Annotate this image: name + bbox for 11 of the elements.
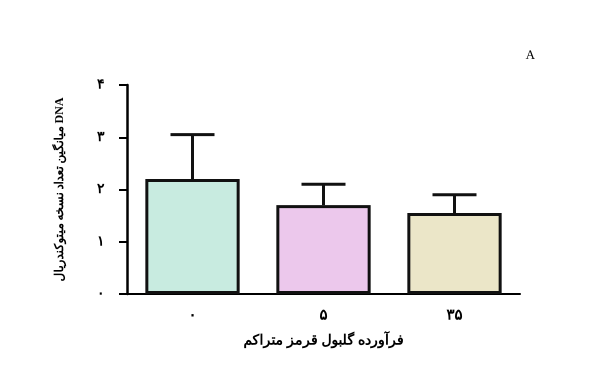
x-tick-label: ۰ (188, 308, 196, 324)
y-tick-label: ۱ (97, 234, 105, 250)
x-tick-label: ۳۵ (446, 308, 462, 324)
y-tick-label: ۲ (97, 182, 105, 197)
x-tick-label: ۵ (320, 308, 328, 324)
text: A (526, 47, 536, 62)
y-tick-label: ۳ (97, 130, 105, 145)
y-axis-title: میانگین تعداد نسخه میتوکندریال DNA (51, 97, 67, 282)
y-tick-label: ۰ (97, 286, 105, 302)
y-tick-label: ۴ (97, 78, 105, 92)
x-axis-title: فرآورده گلبول قرمز متراکم (243, 330, 404, 348)
